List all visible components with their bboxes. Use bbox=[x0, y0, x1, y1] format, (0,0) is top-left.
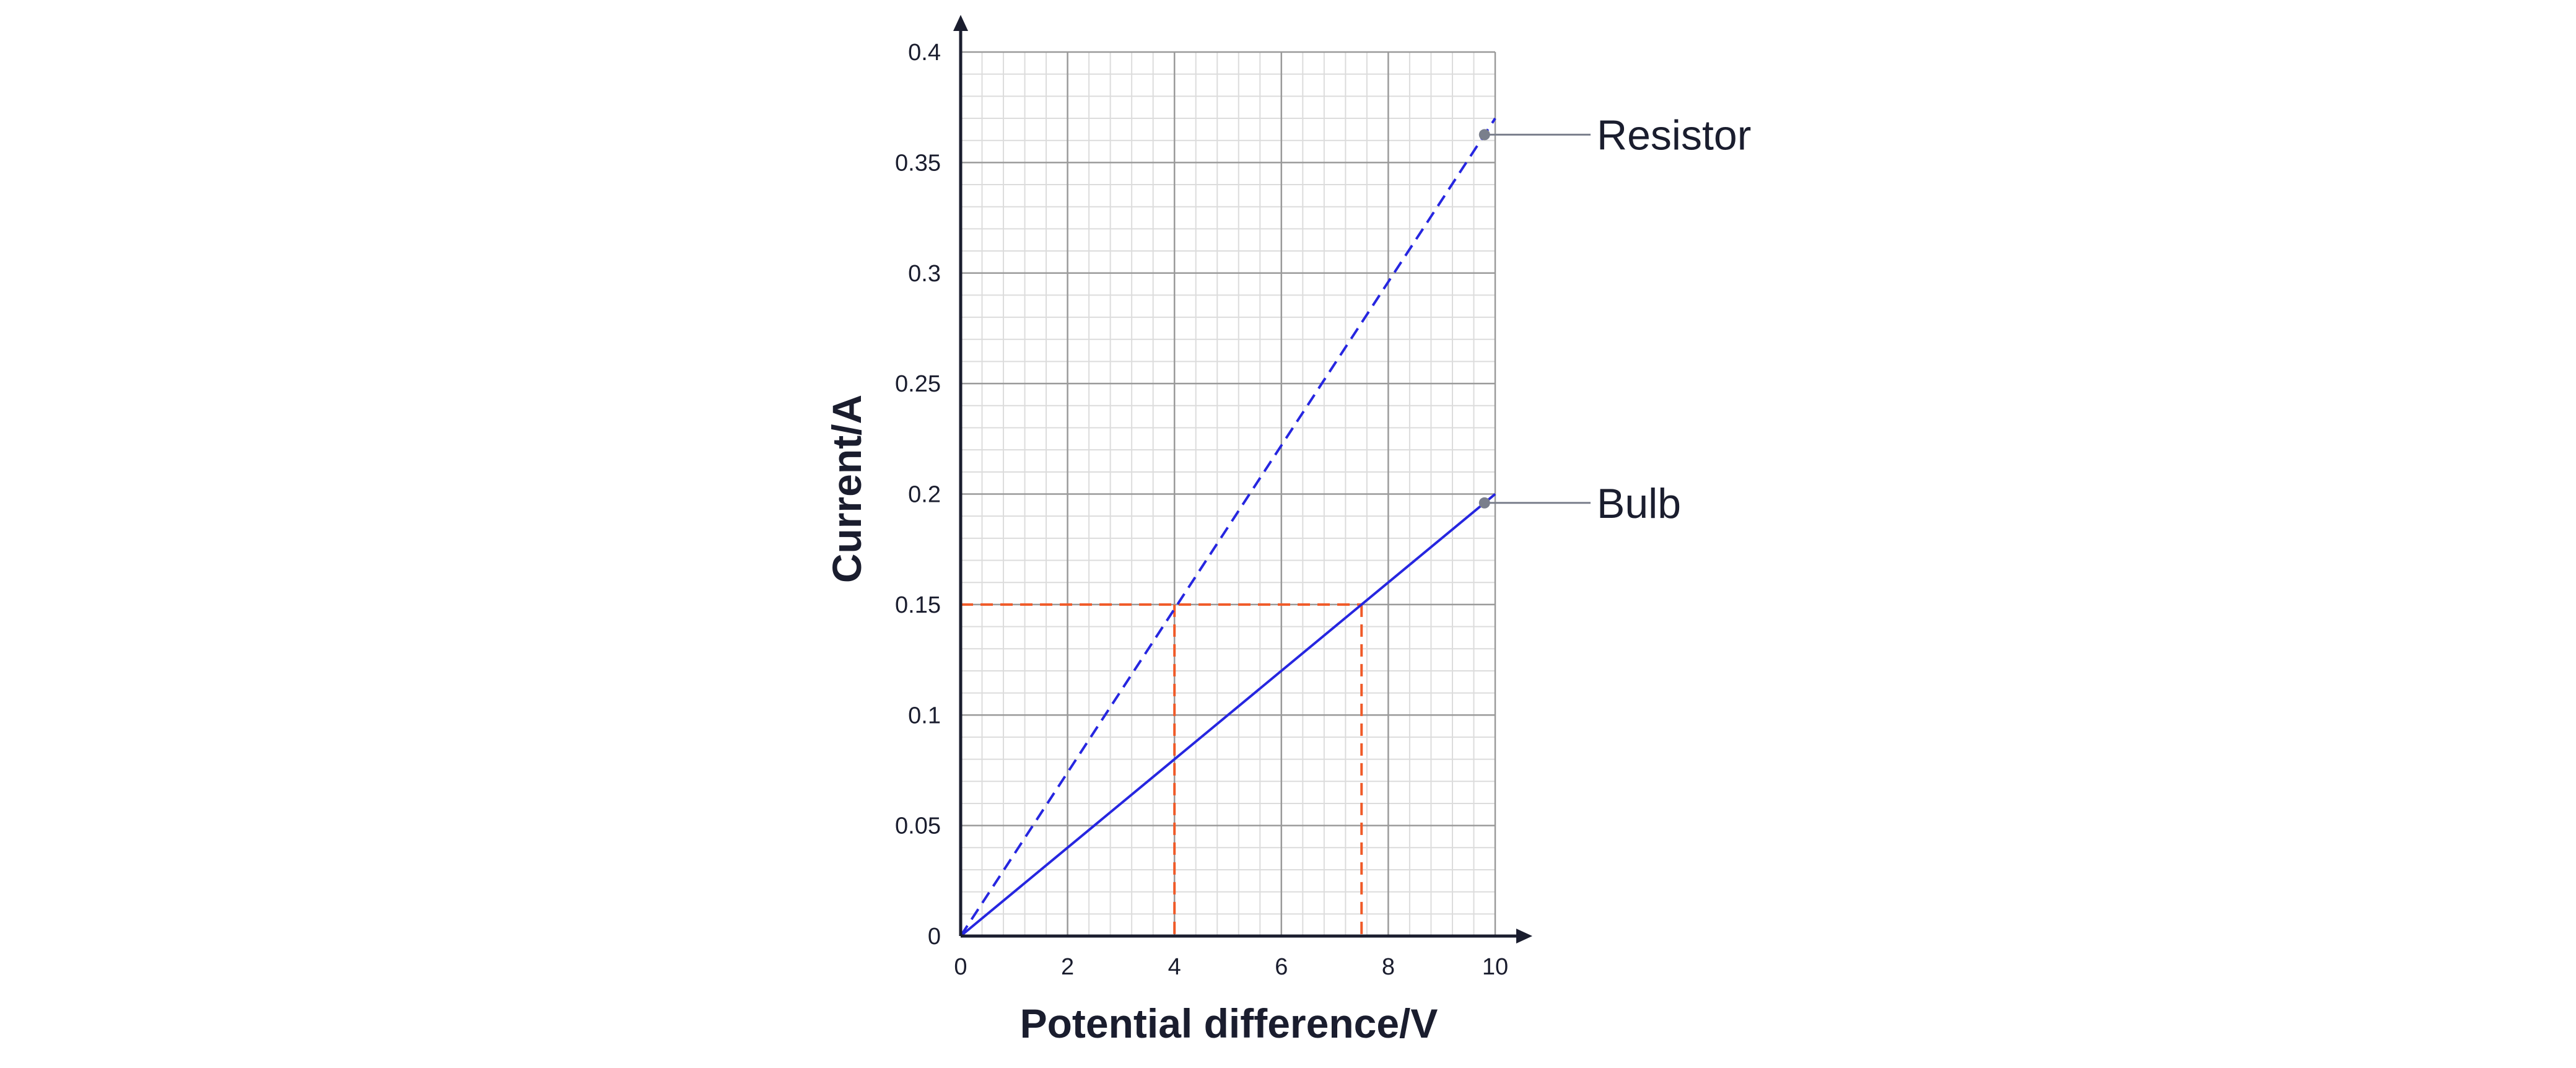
series-line-bulb bbox=[959, 492, 1496, 937]
x-tick-label: 0 bbox=[954, 954, 967, 980]
y-tick-label: 0 bbox=[928, 924, 941, 950]
x-tick-label: 8 bbox=[1382, 954, 1395, 980]
series-labels: Resistor Bulb bbox=[1478, 112, 1751, 527]
y-tick-label: 0.15 bbox=[895, 592, 941, 618]
y-tick-label: 0.3 bbox=[908, 261, 941, 287]
marker-bulb bbox=[1478, 497, 1490, 509]
axes bbox=[953, 15, 1532, 943]
series-lines bbox=[959, 117, 1496, 937]
x-tick-label: 2 bbox=[1061, 954, 1074, 980]
x-axis-title: Potential difference/V bbox=[1020, 1000, 1438, 1046]
x-tick-label: 6 bbox=[1275, 954, 1288, 980]
y-tick-label: 0.2 bbox=[908, 482, 941, 508]
series-line-resistor bbox=[959, 117, 1496, 937]
series-label-bulb: Bulb bbox=[1597, 480, 1681, 527]
x-tick-label: 4 bbox=[1168, 954, 1181, 980]
x-tick-label: 10 bbox=[1482, 954, 1508, 980]
tick-labels: 0 2 4 6 8 10 0 0.05 0.1 0.15 0.2 0.25 0.3 0.35 0.4 bbox=[895, 40, 1508, 980]
y-tick-label: 0.1 bbox=[908, 703, 941, 729]
reference-lines bbox=[961, 603, 1363, 936]
series-label-resistor: Resistor bbox=[1597, 112, 1751, 159]
marker-resistor bbox=[1478, 129, 1490, 141]
y-axis-arrow bbox=[953, 15, 968, 31]
y-tick-label: 0.05 bbox=[895, 813, 941, 839]
x-axis-arrow bbox=[1516, 929, 1532, 943]
y-tick-label: 0.4 bbox=[908, 40, 941, 66]
y-axis-title: Current/A bbox=[824, 395, 870, 583]
y-tick-label: 0.35 bbox=[895, 150, 941, 176]
y-tick-label: 0.25 bbox=[895, 371, 941, 397]
